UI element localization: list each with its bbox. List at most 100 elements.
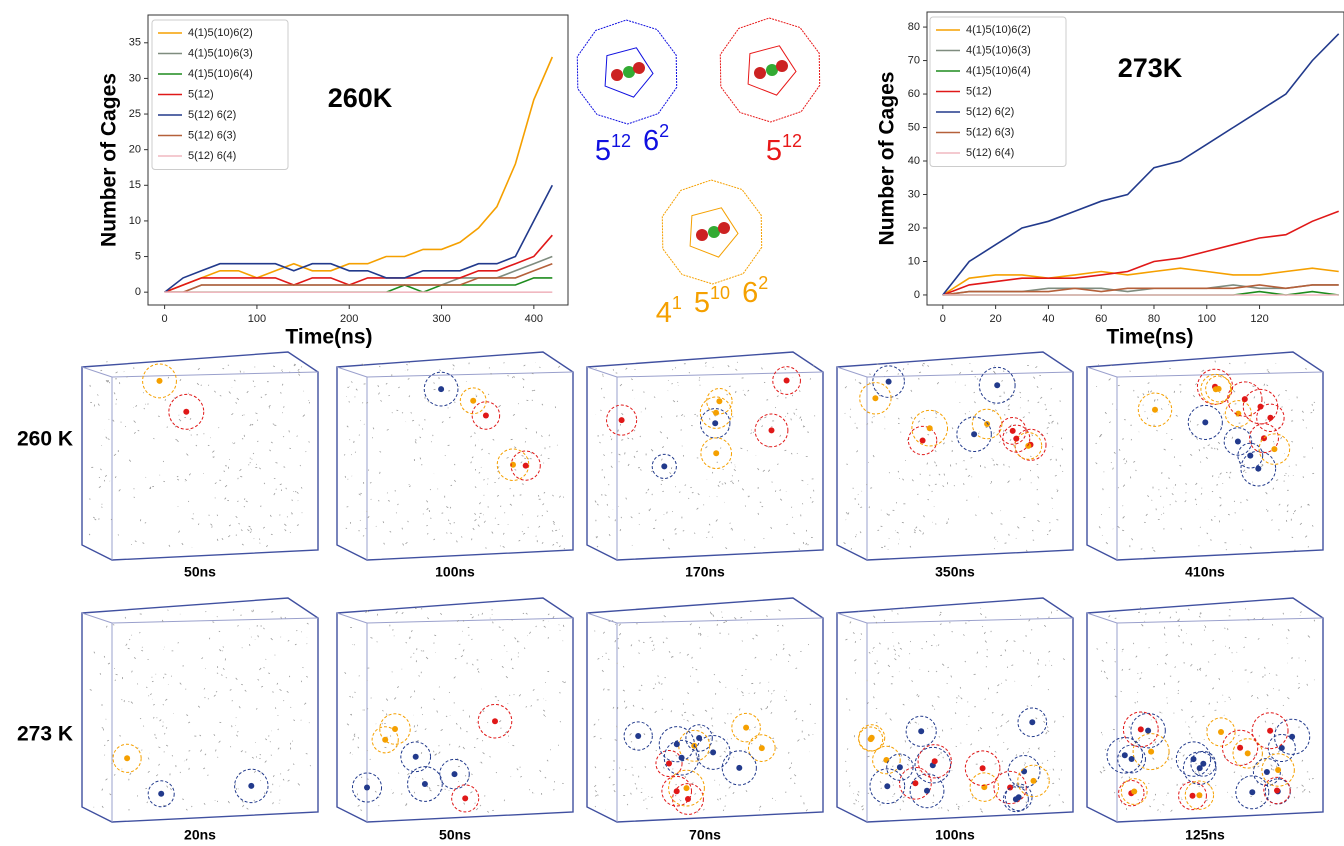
cage bbox=[911, 409, 949, 447]
cage bbox=[859, 382, 892, 415]
y-tick-label: 10 bbox=[129, 215, 141, 227]
water bbox=[1096, 607, 1316, 813]
legend-label: 4(1)5(10)6(3) bbox=[188, 47, 253, 59]
y-tick-label: 70 bbox=[908, 54, 920, 66]
cage bbox=[1190, 750, 1217, 777]
guest bbox=[1263, 769, 1270, 775]
label-sup: 10 bbox=[710, 283, 730, 303]
box-edge bbox=[616, 371, 824, 378]
cage bbox=[858, 726, 884, 752]
y-tick-label: 20 bbox=[129, 144, 141, 156]
row-label: 273 K bbox=[17, 723, 73, 746]
atom bbox=[754, 67, 766, 79]
guest bbox=[1271, 446, 1278, 453]
cage-illustration bbox=[661, 179, 763, 285]
guest bbox=[1249, 789, 1256, 796]
cage bbox=[142, 363, 177, 399]
box-edge bbox=[836, 366, 868, 378]
box-edge bbox=[586, 612, 618, 624]
cage bbox=[1117, 744, 1146, 774]
cage bbox=[663, 739, 700, 776]
y-tick-label: 30 bbox=[129, 72, 141, 84]
cage bbox=[1178, 781, 1207, 811]
atom bbox=[696, 229, 708, 241]
box-edge bbox=[81, 612, 113, 624]
guest bbox=[1030, 777, 1037, 784]
cage-label: 512 62 bbox=[595, 121, 669, 167]
box-edge bbox=[336, 366, 368, 378]
cage bbox=[700, 437, 733, 470]
guest bbox=[716, 398, 723, 405]
label-sup: 1 bbox=[672, 293, 682, 313]
guest bbox=[183, 408, 190, 415]
legend-label: 4(1)5(10)6(2) bbox=[966, 24, 1031, 36]
guest bbox=[1267, 414, 1274, 421]
atom bbox=[633, 62, 645, 74]
y-tick-label: 5 bbox=[135, 250, 141, 262]
cage bbox=[1224, 400, 1252, 428]
guest bbox=[156, 377, 163, 384]
guest bbox=[1196, 792, 1203, 799]
y-tick-label: 35 bbox=[129, 37, 141, 49]
cage-face bbox=[747, 45, 797, 96]
guest bbox=[1190, 756, 1197, 763]
cage bbox=[1263, 776, 1291, 805]
box-edge bbox=[1116, 371, 1324, 378]
x-tick-label: 100 bbox=[1198, 313, 1216, 325]
guest bbox=[438, 386, 445, 393]
snapshot bbox=[336, 597, 574, 823]
label-base: 6 bbox=[742, 277, 758, 309]
guest bbox=[1202, 419, 1209, 426]
y-tick-label: 30 bbox=[908, 188, 920, 200]
legend-label: 4(1)5(10)6(3) bbox=[966, 44, 1031, 56]
cage bbox=[909, 773, 945, 809]
water bbox=[88, 361, 311, 548]
label-base: 5 bbox=[766, 135, 782, 167]
cage bbox=[706, 387, 733, 415]
cage bbox=[1223, 427, 1253, 456]
cage-face bbox=[604, 47, 654, 98]
snapshot-time: 410ns bbox=[1185, 564, 1225, 580]
guest bbox=[1289, 733, 1296, 740]
cage bbox=[1240, 450, 1277, 487]
cage bbox=[1258, 433, 1291, 465]
guest bbox=[696, 735, 703, 741]
guest bbox=[1152, 406, 1158, 413]
cage bbox=[423, 371, 459, 407]
guest bbox=[1131, 788, 1138, 795]
cage bbox=[1014, 428, 1047, 461]
box-edge bbox=[366, 617, 574, 624]
box-edge bbox=[111, 371, 319, 378]
cage bbox=[459, 387, 487, 415]
cage bbox=[914, 746, 952, 784]
box-edge bbox=[336, 351, 574, 561]
axis-label: Time(ns) bbox=[1106, 326, 1193, 349]
guest bbox=[248, 782, 255, 789]
guest bbox=[736, 764, 743, 771]
cage bbox=[147, 780, 175, 808]
legend-label: 4(1)5(10)6(4) bbox=[188, 68, 253, 80]
cage-illustration bbox=[719, 17, 821, 123]
x-tick-label: 300 bbox=[432, 313, 450, 325]
row-label: 260 K bbox=[17, 428, 73, 451]
series-line bbox=[164, 262, 553, 293]
cage bbox=[956, 416, 992, 453]
y-tick-label: 25 bbox=[129, 108, 141, 120]
guest bbox=[710, 749, 717, 756]
atom bbox=[708, 226, 720, 238]
cage bbox=[496, 448, 530, 481]
box-edge bbox=[836, 351, 1074, 561]
y-tick-label: 10 bbox=[908, 255, 920, 267]
water bbox=[1095, 360, 1316, 552]
cage-outline bbox=[576, 19, 678, 125]
cage bbox=[1106, 737, 1144, 774]
guest bbox=[1267, 727, 1274, 734]
atom bbox=[766, 64, 778, 76]
cage bbox=[1242, 388, 1279, 425]
label-base: 5 bbox=[694, 287, 710, 319]
water bbox=[89, 609, 312, 811]
box-edge bbox=[336, 612, 368, 624]
cage bbox=[1232, 738, 1263, 769]
guest bbox=[470, 397, 477, 404]
cage bbox=[872, 745, 901, 775]
